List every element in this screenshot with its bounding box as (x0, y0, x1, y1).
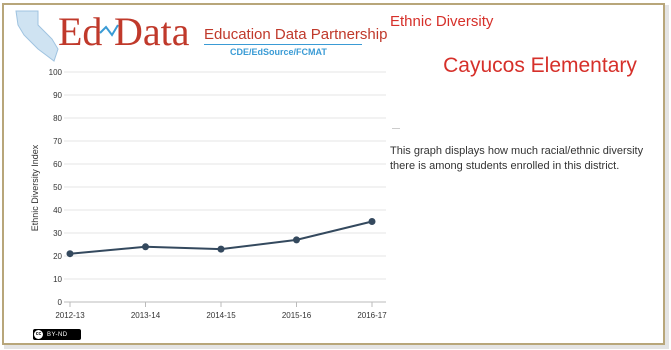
y-tick-label: 0 (58, 298, 63, 307)
panel-frame (2, 3, 665, 345)
data-point[interactable] (293, 236, 300, 244)
data-point[interactable] (66, 250, 74, 258)
y-tick-label: 20 (53, 252, 62, 261)
data-point[interactable] (217, 245, 225, 253)
y-axis-ticks: 0 10 20 30 40 50 60 70 80 90 100 (49, 68, 63, 307)
logo-subtitle: CDE/EdSource/FCMAT (230, 47, 327, 57)
data-point[interactable] (142, 243, 149, 251)
y-tick-label: 30 (53, 229, 62, 238)
y-tick-label: 80 (53, 114, 62, 123)
cc-icon: cc (34, 330, 43, 339)
chart-grid (64, 71, 386, 303)
data-point[interactable] (368, 218, 376, 225)
cc-license-badge[interactable]: cc BY-ND (33, 329, 81, 340)
section-title: Ethnic Diversity (390, 13, 494, 30)
logo-data-text: Data (114, 9, 190, 54)
california-map-icon (15, 10, 119, 62)
separator-dash (392, 128, 400, 129)
logo-tagline: Education Data Partnership (204, 26, 388, 43)
y-tick-label: 10 (53, 275, 62, 284)
y-tick-label: 90 (53, 91, 62, 100)
y-tick-label: 60 (53, 160, 62, 169)
x-tick-label: 2012-13 (55, 311, 85, 320)
y-tick-label: 50 (53, 183, 62, 192)
wave-icon (99, 24, 119, 37)
frame-shadow (4, 345, 669, 349)
y-tick-label: 40 (53, 206, 62, 215)
chart-description: This graph displays how much racial/ethn… (390, 145, 644, 172)
y-tick-label: 100 (49, 68, 63, 77)
license-text: BY-ND (47, 331, 68, 338)
y-axis-label: Ethnic Diversity Index (30, 144, 40, 231)
x-tick-label: 2013-14 (131, 311, 161, 320)
y-tick-label: 70 (53, 137, 62, 146)
x-tick-label: 2014-15 (206, 311, 236, 320)
x-axis-ticks: 2012-13 2013-14 2014-15 2015-16 2016-17 (55, 302, 387, 320)
x-tick-label: 2015-16 (282, 311, 312, 320)
school-name: Cayucos Elementary (443, 54, 637, 77)
x-tick-label: 2016-17 (357, 311, 387, 320)
logo-ed-text: Ed (58, 9, 103, 54)
frame-shadow (665, 5, 669, 347)
eddata-logo[interactable]: Ed Data Education Data Partnership CDE/E… (8, 5, 387, 65)
series-points (66, 218, 376, 258)
logo-rule (204, 44, 362, 45)
